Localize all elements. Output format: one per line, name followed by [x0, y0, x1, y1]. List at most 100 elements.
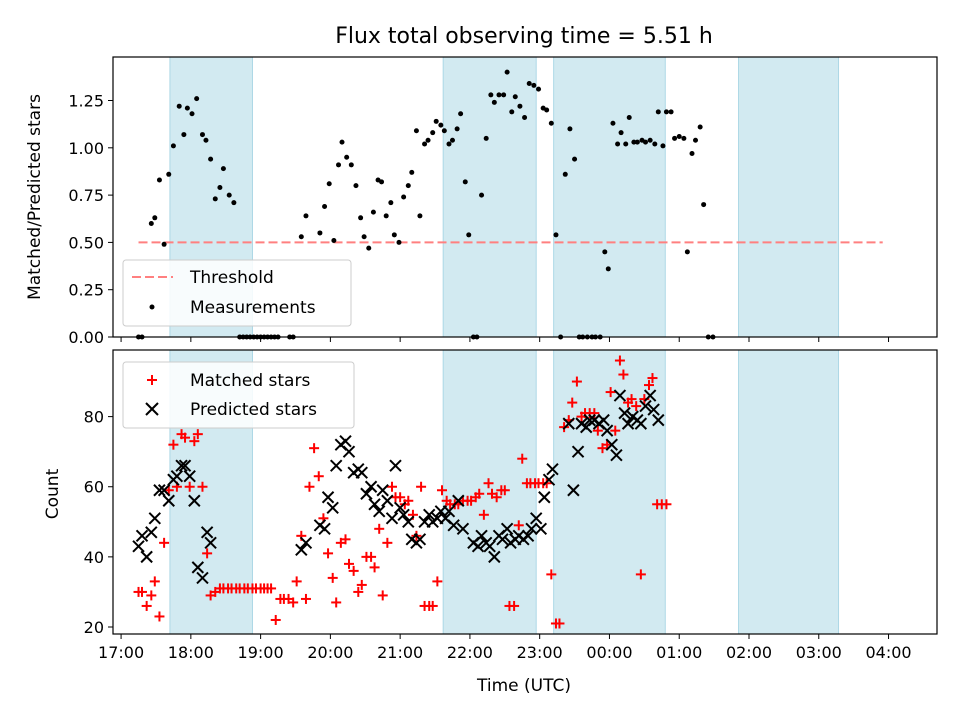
data-point [525, 522, 538, 536]
x-tick-label: 20:00 [307, 643, 353, 662]
data-point [389, 459, 402, 472]
data-point [385, 512, 399, 525]
data-point [538, 491, 551, 504]
data-point [132, 540, 145, 553]
axes-frame [112, 349, 938, 635]
data-point [471, 540, 485, 553]
data-point [447, 519, 460, 532]
data-point [676, 133, 682, 139]
bottom-y-axis-label: Count [43, 468, 63, 519]
data-point [148, 512, 162, 525]
data-point [175, 459, 188, 472]
data-point [157, 484, 171, 497]
shaded-interval [442, 349, 537, 635]
data-point [323, 548, 334, 559]
y-tick-label: 1.25 [68, 92, 104, 111]
data-point [140, 550, 153, 564]
x-tick-label: 00:00 [586, 643, 632, 662]
data-point [381, 494, 394, 507]
data-point [553, 232, 559, 238]
data-point [425, 137, 431, 143]
data-point [422, 141, 428, 147]
chart-title: Flux total observing time = 5.51 h [335, 24, 713, 49]
data-point [358, 215, 364, 221]
x-tick-label: 17:00 [98, 643, 144, 662]
x-tick-label: 23:00 [517, 643, 563, 662]
data-point [318, 522, 331, 536]
data-point [178, 459, 192, 472]
data-point [153, 484, 166, 497]
data-point [522, 115, 528, 121]
data-point [479, 192, 485, 198]
data-point [344, 154, 350, 160]
data-point [393, 501, 407, 514]
data-point [203, 137, 209, 143]
data-point [184, 105, 190, 111]
data-point [697, 124, 703, 130]
data-point [483, 540, 496, 553]
data-point [266, 583, 277, 594]
data-point [430, 130, 436, 136]
data-point [452, 494, 465, 507]
data-point [192, 429, 203, 440]
data-point [137, 586, 148, 597]
legend-predicted-label: Predicted stars [190, 400, 317, 420]
data-point [652, 413, 665, 427]
data-point [168, 439, 179, 450]
data-point [504, 69, 510, 75]
legend-threshold-label: Threshold [189, 268, 274, 288]
data-point [340, 534, 351, 545]
x-tick-label: 01:00 [656, 643, 702, 662]
data-point [180, 432, 191, 443]
data-point [546, 463, 559, 476]
data-point [521, 529, 535, 543]
data-point [170, 143, 176, 149]
data-point [634, 139, 640, 145]
data-point [401, 194, 407, 200]
data-point [176, 103, 182, 109]
data-point [592, 425, 603, 436]
shaded-interval [553, 56, 666, 338]
data-point [331, 238, 337, 244]
data-point [499, 485, 510, 496]
data-point [403, 495, 414, 506]
data-point [382, 537, 393, 548]
data-point [623, 141, 629, 147]
shaded-interval [738, 56, 840, 338]
data-point [377, 590, 388, 601]
data-point [413, 128, 419, 134]
data-point [339, 139, 345, 145]
data-point [635, 569, 646, 580]
data-point [326, 501, 339, 514]
data-point [483, 135, 489, 141]
data-point [613, 389, 627, 402]
axes-frame [112, 56, 938, 338]
data-point [326, 181, 332, 187]
data-point [639, 399, 652, 413]
data-point [605, 387, 616, 398]
x-axis-label: Time (UTC) [476, 676, 571, 696]
data-point [366, 245, 372, 251]
data-point [567, 484, 580, 497]
y-tick-label: 0.25 [68, 281, 104, 300]
data-point [327, 572, 338, 583]
data-point [643, 380, 654, 391]
x-tick-label: 04:00 [865, 643, 911, 662]
series-predicted-stars [132, 389, 665, 585]
legend-measurements-label: Measurements [190, 298, 316, 318]
data-point [661, 499, 672, 510]
data-point [643, 139, 649, 145]
data-point [605, 438, 618, 451]
data-point [501, 92, 507, 98]
data-point [360, 487, 373, 500]
data-point [534, 522, 548, 536]
data-point [475, 529, 488, 543]
top-legend: Threshold Measurements [122, 259, 352, 327]
data-point [329, 459, 343, 472]
data-point [183, 470, 196, 483]
data-point [466, 232, 472, 238]
data-point [610, 120, 616, 126]
data-point [383, 213, 389, 219]
data-point [615, 141, 621, 147]
